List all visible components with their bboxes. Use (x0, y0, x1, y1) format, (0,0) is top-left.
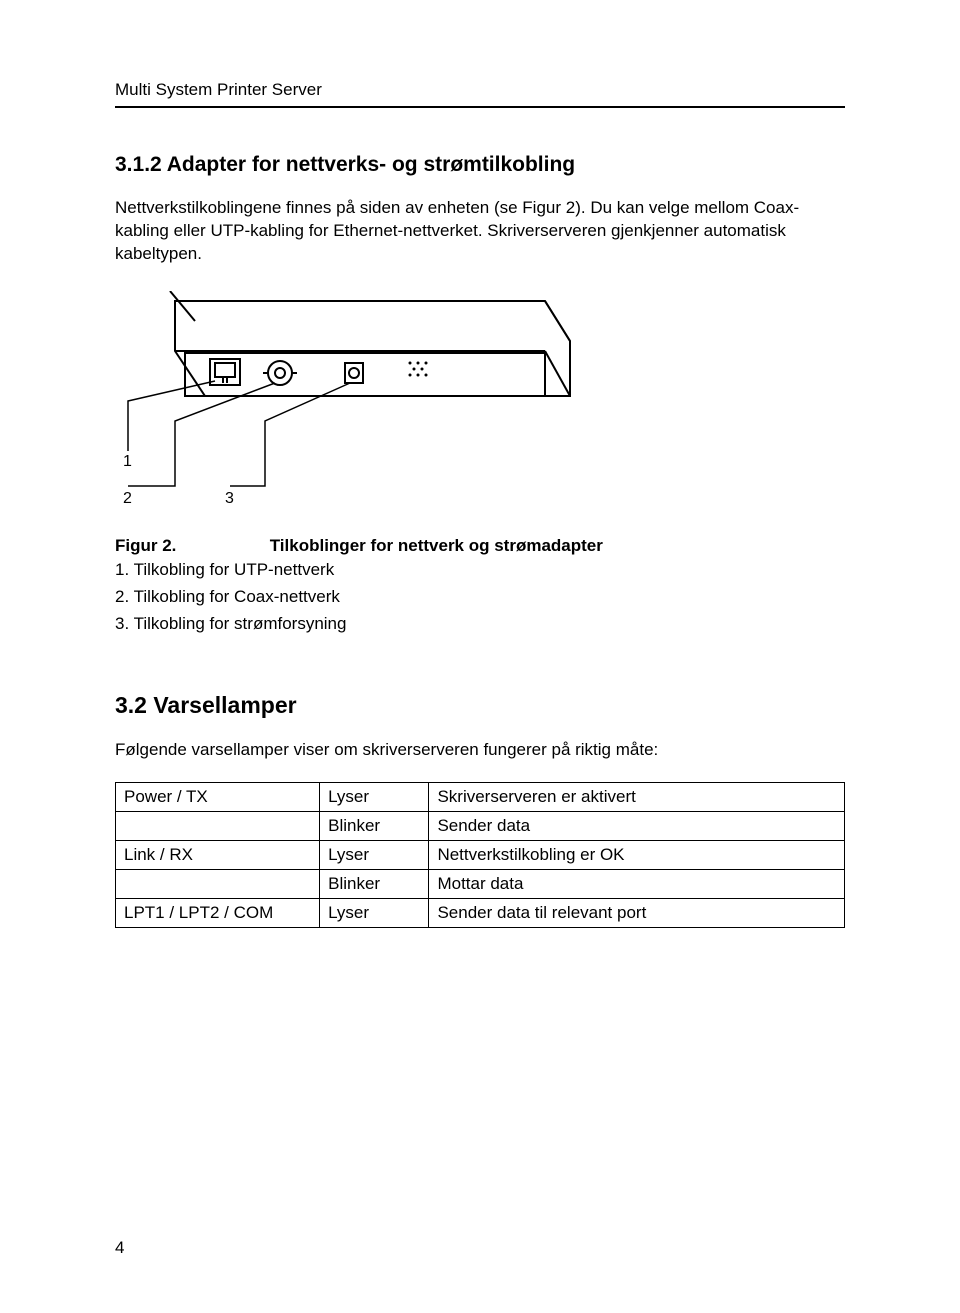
table-cell: LPT1 / LPT2 / COM (116, 899, 320, 928)
table-cell: Link / RX (116, 841, 320, 870)
page-number: 4 (115, 1238, 124, 1258)
table-cell (116, 812, 320, 841)
document-page: Multi System Printer Server 3.1.2 Adapte… (0, 0, 960, 1313)
varsellamper-table: Power / TX Lyser Skriverserveren er akti… (115, 782, 845, 928)
para-3-1-2: Nettverkstilkoblingene finnes på siden a… (115, 197, 845, 266)
figure-label: Figur 2. (115, 536, 265, 556)
figure-label-1: 1 (123, 453, 132, 470)
figure-2-block: 1 2 3 (115, 291, 845, 511)
table-row: LPT1 / LPT2 / COM Lyser Sender data til … (116, 899, 845, 928)
table-cell: Power / TX (116, 783, 320, 812)
figure-2-svg: 1 2 3 (115, 291, 575, 511)
figure-label-2: 2 (123, 490, 132, 507)
table-cell: Lyser (320, 841, 429, 870)
table-cell: Sender data til relevant port (429, 899, 845, 928)
figure-label-3: 3 (225, 490, 234, 507)
table-cell: Skriverserveren er aktivert (429, 783, 845, 812)
figure-title: Tilkoblinger for nettverk og strømadapte… (270, 536, 603, 555)
heading-3-2: 3.2 Varsellamper (115, 692, 845, 719)
table-cell: Lyser (320, 783, 429, 812)
page-header: Multi System Printer Server (115, 80, 845, 108)
table-cell: Blinker (320, 870, 429, 899)
figure-item-3: 3. Tilkobling for strømforsyning (115, 610, 845, 637)
table-row: Link / RX Lyser Nettverkstilkobling er O… (116, 841, 845, 870)
table-cell: Mottar data (429, 870, 845, 899)
table-row: Blinker Sender data (116, 812, 845, 841)
table-cell: Sender data (429, 812, 845, 841)
table-cell: Lyser (320, 899, 429, 928)
table-cell: Nettverkstilkobling er OK (429, 841, 845, 870)
heading-3-1-2: 3.1.2 Adapter for nettverks- og strømtil… (115, 153, 845, 177)
table-row: Blinker Mottar data (116, 870, 845, 899)
figure-item-1: 1. Tilkobling for UTP-nettverk (115, 556, 845, 583)
figure-caption: Figur 2. Tilkoblinger for nettverk og st… (115, 536, 845, 556)
figure-item-2: 2. Tilkobling for Coax-nettverk (115, 583, 845, 610)
table-row: Power / TX Lyser Skriverserveren er akti… (116, 783, 845, 812)
table-cell (116, 870, 320, 899)
para-3-2: Følgende varsellamper viser om skriverse… (115, 739, 845, 762)
table-cell: Blinker (320, 812, 429, 841)
